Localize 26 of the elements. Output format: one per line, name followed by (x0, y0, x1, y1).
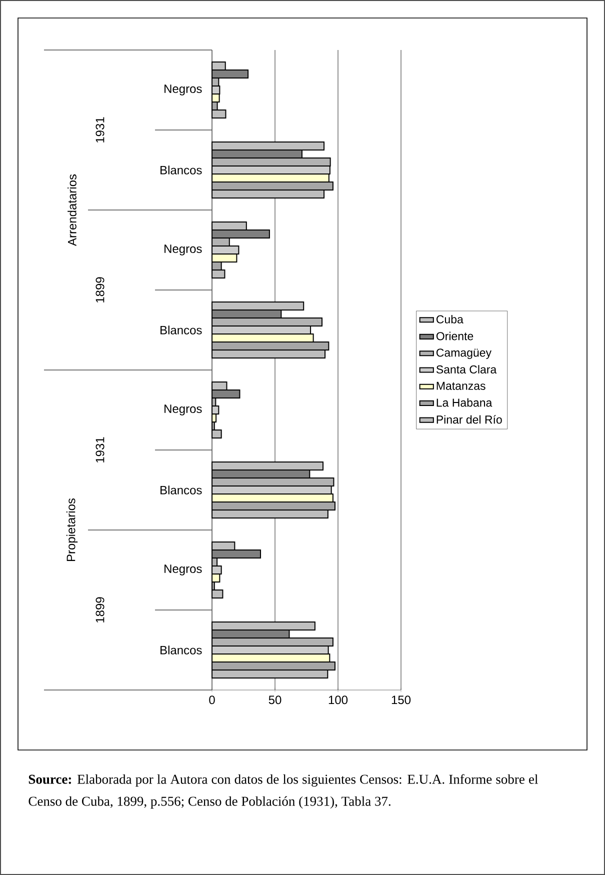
y-tick-label: Blancos (160, 326, 202, 334)
text: 1931 (96, 437, 104, 462)
text: 1931 (96, 117, 104, 142)
y-tick-label: Blancos (160, 166, 202, 174)
text: 1899 (96, 597, 104, 622)
y-tick-label: Negros (164, 84, 202, 96)
legend-label: Cuba (436, 314, 464, 324)
text: Source: Elaborada por la Autora con datos de los siguientes Censos: E.U.A. Informe sobre el Censo de Cuba, 1899, p.556; Censo de Población (1931), Tabla 37. (28, 774, 538, 809)
legend-label: La Habana (436, 398, 492, 407)
x-tick-label: 0 (209, 696, 215, 704)
text: Arrendatarios (68, 174, 76, 246)
y-tick-label: Negros (164, 404, 202, 416)
y-tick-label: Negros (164, 564, 202, 576)
y-tick-label: Negros (164, 244, 202, 256)
legend-label: Camagüey (436, 348, 492, 359)
y-tick-label: Blancos (160, 646, 202, 654)
x-tick-label: 50 (268, 696, 282, 704)
legend-label: Pinar del Río (436, 415, 502, 424)
text: 1899 (96, 277, 104, 302)
x-tick-label: 100 (328, 696, 348, 704)
text: Propietarios (66, 498, 78, 562)
y-tick-label: Blancos (160, 486, 202, 494)
legend-label: Matanzas (436, 382, 486, 390)
legend-label: Santa Clara (436, 365, 497, 374)
x-tick-label: 150 (392, 696, 411, 704)
legend-label: Oriente (436, 332, 474, 340)
